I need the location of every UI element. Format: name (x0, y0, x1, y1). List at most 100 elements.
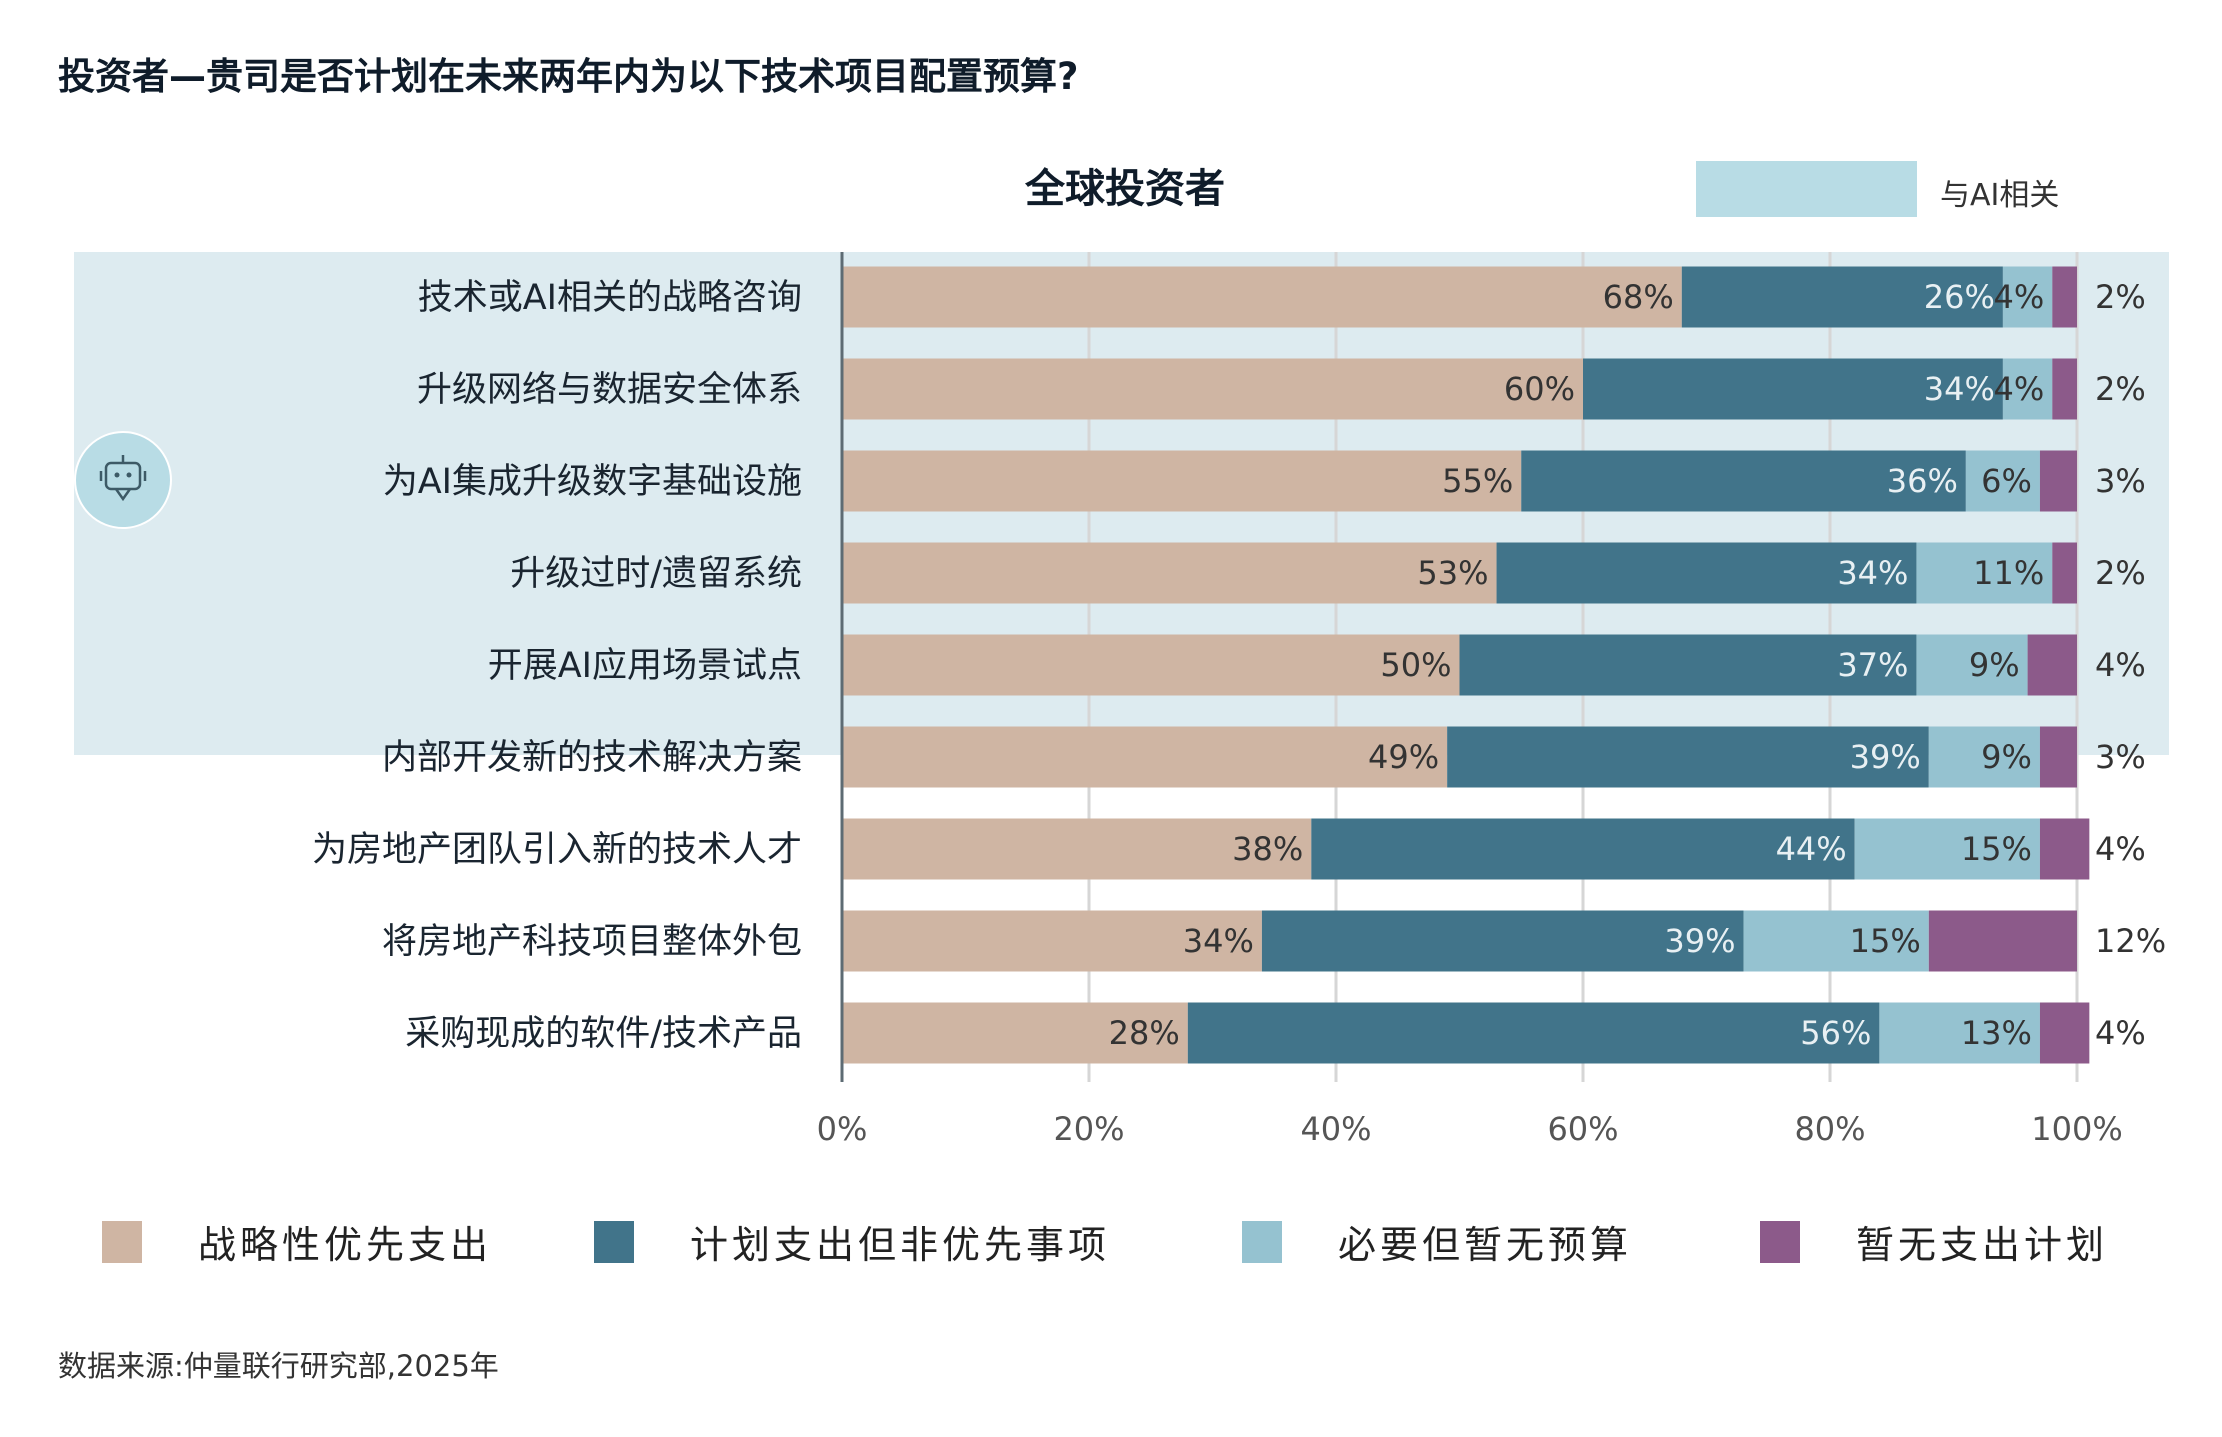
data-label: 44% (1776, 830, 1847, 868)
category-label: 技术或AI相关的战略咨询 (418, 278, 802, 318)
data-label: 4% (2095, 646, 2146, 684)
data-label: 37% (1837, 646, 1908, 684)
data-label: 36% (1887, 462, 1958, 500)
data-label: 50% (1380, 646, 1451, 684)
ai-legend-swatch (1696, 161, 1917, 217)
bar-segment (2039, 450, 2077, 512)
bar-segment (2052, 266, 2077, 328)
data-label: 3% (2095, 462, 2146, 500)
bar-segment (842, 450, 1522, 512)
legend-item: 必要但暂无预算 (1242, 1214, 1632, 1269)
data-label: 9% (1981, 738, 2032, 776)
data-label: 55% (1442, 462, 1513, 500)
legend-swatch (594, 1220, 634, 1263)
category-label: 升级过时/遗留系统 (510, 554, 802, 594)
bar-segment (842, 358, 1583, 420)
bar-segment (2002, 358, 2053, 420)
data-label: 26% (1924, 278, 1995, 316)
x-tick-label: 60% (1547, 1110, 1618, 1148)
data-label: 56% (1800, 1014, 1871, 1052)
bar-segment (1187, 1002, 1880, 1064)
data-label: 2% (2095, 554, 2146, 592)
bar-segment (1521, 450, 1966, 512)
chart-title: 投资者—贵司是否计划在未来两年内为以下技术项目配置预算? (58, 55, 1079, 98)
legend-item: 战略性优先支出 (102, 1214, 492, 1269)
legend-label: 战略性优先支出 (198, 1223, 493, 1267)
data-label: 4% (1994, 370, 2045, 408)
data-label: 13% (1961, 1014, 2032, 1052)
data-label: 9% (1969, 646, 2020, 684)
bar-segment (2039, 1002, 2090, 1064)
bar-segment (842, 910, 1262, 972)
bar-segment (1447, 726, 1929, 788)
bar-segment (2052, 542, 2077, 604)
legend-label: 计划支出但非优先事项 (690, 1223, 1111, 1267)
legend-label: 暂无支出计划 (1856, 1223, 2109, 1267)
bar-segment (842, 634, 1460, 696)
bar-segment (842, 266, 1682, 328)
bar-segment (1928, 726, 2040, 788)
chart-subtitle: 全球投资者 (1025, 166, 1225, 212)
source-note: 数据来源:仲量联行研究部,2025年 (58, 1349, 499, 1383)
bar-segment (2039, 726, 2077, 788)
category-label: 升级网络与数据安全体系 (417, 370, 802, 410)
ai-legend-label: 与AI相关 (1940, 178, 2060, 213)
data-label: 60% (1504, 370, 1575, 408)
bar-segment (1916, 542, 2053, 604)
legend-swatch (1242, 1220, 1282, 1263)
bar-segment (1261, 910, 1744, 972)
category-label: 内部开发新的技术解决方案 (382, 738, 802, 778)
x-tick-label: 80% (1794, 1110, 1865, 1148)
data-label: 34% (1924, 370, 1995, 408)
bar-segment (1928, 910, 2077, 972)
category-label: 开展AI应用场景试点 (488, 646, 802, 686)
legend-swatch (1760, 1220, 1800, 1263)
data-label: 6% (1981, 462, 2032, 500)
bar-segment (1583, 358, 2003, 420)
legend-swatch (102, 1220, 142, 1263)
data-label: 49% (1368, 738, 1439, 776)
data-label: 53% (1417, 554, 1488, 592)
legend-item: 暂无支出计划 (1760, 1214, 2108, 1269)
data-label: 4% (2095, 830, 2146, 868)
data-label: 3% (2095, 738, 2146, 776)
robot-icon (74, 431, 172, 529)
bar-segment (842, 1002, 1188, 1064)
data-label: 11% (1973, 554, 2044, 592)
legend-label: 必要但暂无预算 (1338, 1223, 1633, 1267)
data-label: 2% (2095, 278, 2146, 316)
x-tick-label: 0% (817, 1110, 868, 1148)
bar-segment (2027, 634, 2077, 696)
x-tick-label: 40% (1300, 1110, 1371, 1148)
bar-segment (1311, 818, 1855, 880)
data-label: 15% (1850, 922, 1921, 960)
bar-segment (842, 542, 1497, 604)
bar-segment (1965, 450, 2040, 512)
bar-segment (1681, 266, 2003, 328)
legend-item: 计划支出但非优先事项 (594, 1214, 1110, 1269)
bar-segment (1854, 818, 2040, 880)
data-label: 4% (1994, 278, 2045, 316)
bar-segment (1496, 542, 1917, 604)
data-label: 4% (2095, 1014, 2146, 1052)
category-label: 为房地产团队引入新的技术人才 (312, 830, 802, 870)
data-label: 39% (1850, 738, 1921, 776)
legend: 战略性优先支出 计划支出但非优先事项 必要但暂无预算 暂无支出计划 (0, 1214, 2222, 1267)
bar-segment (1916, 634, 2028, 696)
bar-segment (842, 726, 1448, 788)
bar-segment (842, 818, 1312, 880)
data-label: 15% (1961, 830, 2032, 868)
category-label: 为AI集成升级数字基础设施 (383, 462, 802, 502)
bar-segment (1879, 1002, 2040, 1064)
data-label: 2% (2095, 370, 2146, 408)
data-label: 34% (1183, 922, 1254, 960)
bar-segment (2002, 266, 2053, 328)
data-label: 68% (1603, 278, 1674, 316)
data-label: 28% (1109, 1014, 1180, 1052)
category-label: 将房地产科技项目整体外包 (382, 922, 802, 962)
x-tick-label: 20% (1053, 1110, 1124, 1148)
category-label: 采购现成的软件/技术产品 (405, 1014, 802, 1054)
data-label: 34% (1837, 554, 1908, 592)
bar-segment (1459, 634, 1917, 696)
